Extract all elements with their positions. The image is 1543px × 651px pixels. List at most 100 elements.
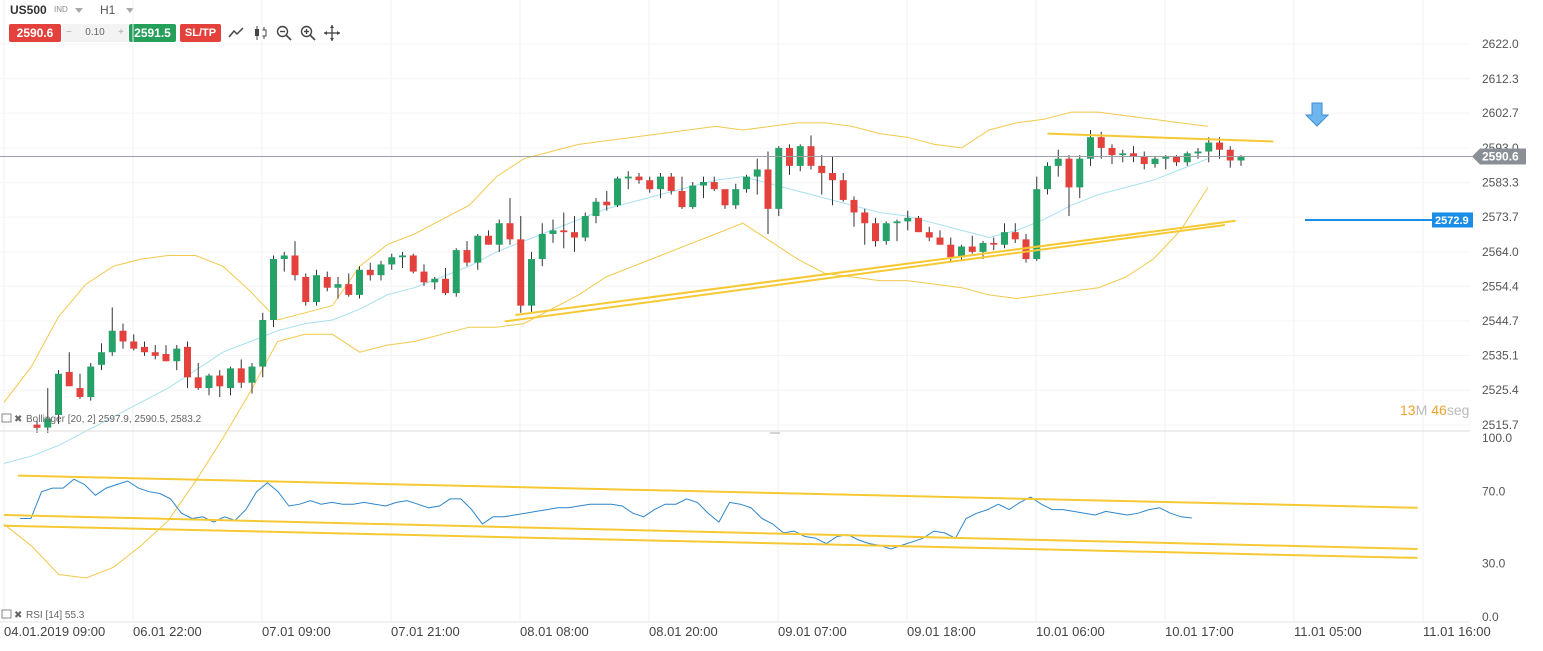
candle-body [1044,165,1051,190]
candle [184,341,191,389]
candle-body [399,255,406,258]
candle [1033,176,1041,261]
candle [44,388,52,433]
candle-body [495,223,503,245]
candle-body [33,424,41,428]
candle [861,208,869,245]
candle-body [979,242,987,252]
candle-body [528,259,535,306]
candle-body [205,375,213,389]
rsi-legend[interactable]: ✖ RSI [14] 55.3 [1,609,85,621]
sl-tp-button[interactable]: SL/TP [180,24,221,42]
chart-type-icon[interactable] [252,24,270,42]
crosshair-icon[interactable] [323,24,341,42]
candle [796,144,804,172]
price-trendline[interactable] [504,224,1226,323]
x-tick-label: 10.01 17:00 [1165,624,1234,639]
candle-body [108,330,116,353]
candle-body [657,176,664,190]
timeframe-chevron-down-icon[interactable] [126,8,134,13]
x-tick-label: 08.01 08:00 [520,624,589,639]
symbol-name[interactable]: US500 [10,3,47,17]
y-tick-label: 2525.4 [1482,383,1519,397]
candle [463,241,471,267]
candle-body [872,223,879,242]
candle [442,268,449,295]
candle-body [442,278,449,294]
candle-body [76,388,84,398]
candle [764,151,772,234]
candle [1108,144,1116,165]
trendline-icon[interactable] [227,24,245,42]
rsi-trendline[interactable] [3,524,1418,559]
candle-body [334,284,342,288]
candle [1054,149,1062,177]
rsi-trendline[interactable] [3,513,1418,550]
candle [560,212,568,249]
x-tick-label: 09.01 18:00 [907,624,976,639]
rsi-trendline[interactable] [17,474,1418,509]
zoom-in-icon[interactable] [299,24,317,42]
symbol-chevron-down-icon[interactable] [75,8,83,13]
zoom-out-icon[interactable] [275,24,293,42]
candle-body [302,276,310,303]
candle [1183,151,1191,166]
candle [216,370,224,398]
candle-body [893,221,901,224]
candle [420,264,428,286]
candle-body [194,377,202,389]
candle-body [1216,142,1223,150]
current-price-tag: 2590.6 [1472,148,1526,165]
candle [495,219,503,252]
candle-body [227,368,234,389]
rsi-close-icon: ✖ [14,610,22,621]
candle [87,362,95,401]
candle-body [678,190,686,208]
candle [850,196,858,227]
candle-body [162,354,170,362]
timeframe-selector[interactable]: H1 [100,3,116,17]
candle-body [452,250,460,294]
price-trendline[interactable] [1047,132,1274,143]
candle-body [323,276,331,288]
candle [689,181,697,209]
candle-body [743,176,750,190]
bollinger-legend[interactable]: ✖ Bollinger [20, 2] 2597.9, 2590.5, 2583… [1,413,202,425]
candle-body [259,319,267,367]
candle-body [1119,153,1127,156]
price-trendline[interactable] [515,219,1236,316]
spread-value: 0.10 [85,27,105,38]
spread-plus-button[interactable]: + [118,27,124,38]
candle-body [130,341,138,349]
candle-body [463,250,471,263]
price-alert-tag[interactable] [1432,212,1473,228]
candle-body [377,264,385,276]
spread-minus-button[interactable]: − [66,27,72,38]
candle [678,176,686,209]
candle-body [44,418,52,428]
x-tick-label: 11.01 05:00 [1294,624,1362,639]
x-tick-label: 09.01 07:00 [778,624,847,639]
candle [356,266,363,299]
candle [592,198,600,224]
price-alert-label: 2572.9 [1435,215,1469,227]
rsi-panel [3,474,1418,559]
y-tick-label: 2612.3 [1482,72,1519,86]
candle [839,173,847,202]
sell-price-button[interactable]: 2590.6 [9,24,61,42]
buy-price-button[interactable]: 2591.5 [129,24,176,42]
candle [345,273,353,297]
bollinger-bands [3,111,1209,579]
candle-body [721,189,729,206]
candle [98,343,105,371]
candle-body [366,269,374,276]
rsi-settings-icon [1,609,12,619]
candle [872,217,879,247]
candle [1065,155,1073,217]
candle-body [485,235,492,245]
candle [893,219,901,242]
candle [270,255,277,328]
candle-body [65,371,73,387]
candle [130,334,138,351]
